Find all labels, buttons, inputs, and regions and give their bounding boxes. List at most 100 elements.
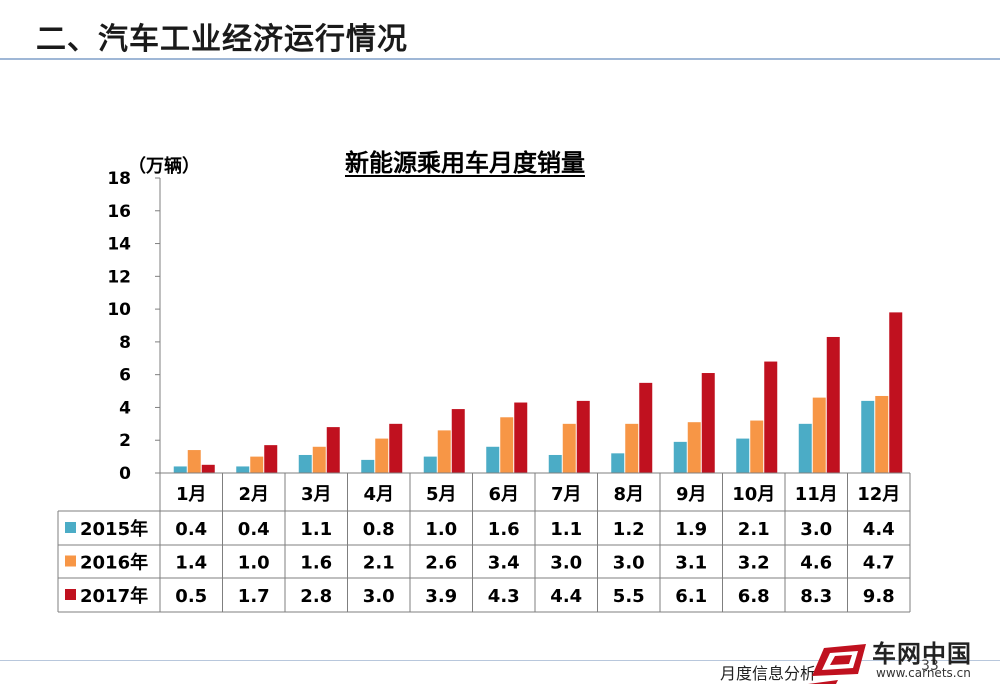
y-tick-label: 0	[119, 464, 131, 484]
bar-2017年	[326, 427, 340, 473]
x-category-label: 3月	[301, 484, 332, 505]
y-tick-label: 6	[119, 366, 131, 386]
bar-2017年	[264, 445, 278, 473]
bar-2016年	[625, 423, 639, 473]
y-tick-label: 14	[107, 235, 131, 255]
legend-series-name: 2017年	[80, 585, 148, 607]
x-category-label: 9月	[676, 484, 707, 505]
x-category-label: 8月	[613, 484, 644, 505]
bar-2015年	[236, 466, 250, 473]
y-tick-label: 10	[107, 300, 131, 320]
data-table-value: 4.4	[550, 586, 582, 607]
bar-2015年	[423, 456, 437, 473]
data-table-value: 2.1	[363, 553, 395, 574]
bar-2017年	[701, 373, 715, 473]
data-table-value: 1.6	[488, 519, 520, 540]
bar-2016年	[312, 446, 326, 473]
x-category-label: 11月	[795, 484, 838, 505]
bar-2016年	[750, 420, 764, 473]
data-table-value: 3.0	[800, 519, 832, 540]
bar-2016年	[187, 450, 201, 473]
data-table-value: 1.7	[238, 586, 270, 607]
bar-2016年	[562, 423, 576, 473]
x-category-label: 2月	[238, 484, 269, 505]
data-table-value: 0.4	[238, 519, 270, 540]
bar-2017年	[451, 409, 465, 473]
data-table-value: 2.8	[300, 586, 332, 607]
bar-2015年	[548, 454, 562, 473]
data-table-value: 6.8	[738, 586, 770, 607]
legend-swatch	[65, 555, 76, 567]
brand-logo: 车网中国 www.carnets.cn	[808, 634, 998, 692]
y-tick-label: 18	[107, 169, 131, 189]
x-category-label: 1月	[176, 484, 207, 505]
data-table-value: 4.7	[863, 553, 895, 574]
bar-2016年	[687, 422, 701, 473]
data-table-value: 8.3	[800, 586, 832, 607]
data-table-value: 1.4	[175, 553, 207, 574]
x-category-label: 6月	[488, 484, 519, 505]
data-table-value: 3.0	[613, 553, 645, 574]
bar-2017年	[764, 361, 778, 473]
y-tick-label: 4	[119, 398, 131, 418]
logo-name: 车网中国	[872, 640, 972, 668]
legend-swatch	[65, 589, 76, 600]
bar-2015年	[361, 459, 375, 473]
bar-2017年	[514, 402, 528, 473]
data-table-value: 0.4	[175, 519, 207, 540]
chart-title: 新能源乘用车月度销量	[345, 149, 585, 177]
x-category-label: 4月	[363, 484, 394, 505]
data-table-value: 1.6	[300, 553, 332, 574]
data-table-value: 1.1	[550, 519, 582, 540]
data-table-value: 4.4	[863, 519, 895, 540]
bar-2017年	[389, 423, 403, 473]
bar-2016年	[437, 430, 451, 473]
bar-2015年	[736, 438, 750, 473]
slide-title: 二、汽车工业经济运行情况	[36, 22, 408, 57]
data-table-value: 3.0	[363, 586, 395, 607]
bar-2015年	[611, 453, 625, 473]
bar-2017年	[826, 336, 840, 473]
x-category-label: 12月	[857, 484, 900, 505]
bar-2015年	[861, 400, 875, 473]
y-tick-label: 2	[119, 431, 131, 451]
legend-swatch	[65, 522, 76, 533]
data-table-value: 1.0	[425, 519, 457, 540]
data-table-value: 4.6	[800, 553, 832, 574]
bar-2015年	[486, 446, 500, 473]
bar-2016年	[375, 438, 389, 473]
bar-2016年	[812, 397, 826, 473]
x-category-label: 7月	[551, 484, 582, 505]
bar-2016年	[500, 417, 514, 473]
page-number: 33	[921, 658, 939, 674]
y-tick-label: 8	[119, 333, 131, 353]
legend-series-name: 2016年	[80, 552, 148, 574]
bar-2016年	[250, 456, 264, 473]
bar-2015年	[673, 441, 687, 473]
data-table-value: 5.5	[613, 586, 645, 607]
bar-2016年	[875, 395, 889, 473]
bar-2017年	[201, 464, 215, 473]
bar-2015年	[298, 454, 312, 473]
data-table-value: 0.5	[175, 586, 207, 607]
data-table-value: 6.1	[675, 586, 707, 607]
data-table-value: 1.0	[238, 553, 270, 574]
bar-2017年	[889, 312, 903, 473]
y-tick-label: 12	[107, 267, 131, 287]
data-table-value: 3.1	[675, 553, 707, 574]
data-table-value: 9.8	[863, 586, 895, 607]
data-table-value: 0.8	[363, 519, 395, 540]
data-table-value: 1.2	[613, 519, 645, 540]
logo-url: www.carnets.cn	[876, 666, 971, 680]
x-category-label: 5月	[426, 484, 457, 505]
title-divider	[0, 58, 1000, 60]
bar-2017年	[576, 400, 590, 473]
footer-divider	[0, 660, 1000, 661]
bar-2015年	[798, 423, 812, 473]
y-tick-label: 16	[107, 202, 131, 222]
bar-2017年	[639, 382, 653, 473]
data-table-value: 2.6	[425, 553, 457, 574]
footer-text: 月度信息分析	[720, 664, 817, 683]
data-table-value: 3.4	[488, 553, 520, 574]
